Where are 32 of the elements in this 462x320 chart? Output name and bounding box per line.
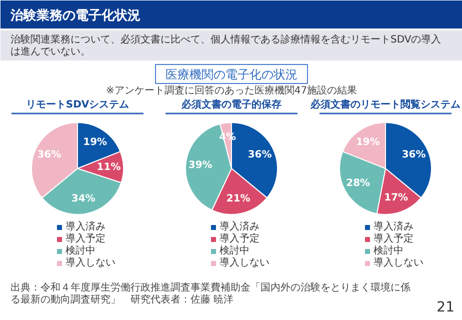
legend-label: 導入しない <box>220 256 270 268</box>
data-label: 39% <box>188 160 212 172</box>
data-label: 28% <box>346 178 370 190</box>
data-label: 36% <box>402 150 426 161</box>
legend-label: 導入済み <box>374 220 414 232</box>
legend-label: 導入予定 <box>66 232 106 244</box>
data-label: 11% <box>96 162 121 174</box>
legend-label: 導入しない <box>374 256 424 268</box>
chart-title: 必須文書のリモート閲覧システム <box>310 98 460 110</box>
chart-title: リモートSDVシステム <box>26 100 130 110</box>
data-label: 34% <box>71 194 96 205</box>
data-label: 21% <box>226 194 250 205</box>
legend-label: 検討中 <box>374 244 404 256</box>
legend-label: 検討中 <box>66 244 96 256</box>
legend-label: 導入済み <box>66 220 106 232</box>
legend-label: 導入予定 <box>374 232 414 244</box>
text: ※アンケート調査に回答のあった医療機関47施設の結果 <box>106 84 358 96</box>
text: 治験関連業務について、必須文書に比べて、個人情報である診療情報を含むリモートSDVの導入は進んでいない。 <box>10 34 442 58</box>
legend-label: 検討中 <box>220 244 250 256</box>
data-label: 17% <box>384 192 408 204</box>
text: 医療機関の電子化の状況 <box>166 68 298 82</box>
text: 21 <box>436 300 455 316</box>
data-label: 36% <box>37 150 62 161</box>
legend-label: 導入済み <box>220 220 260 232</box>
data-label: 36% <box>248 150 272 161</box>
data-label: 19% <box>356 137 380 148</box>
data-label: 19% <box>83 137 108 148</box>
source-note: 出典：令和４年度厚生労働行政推進調査事業費補助金「国内外の治験をとりまく環境に係る最新の動向調査研究」 研究代表者：佐藤 暁洋 <box>10 282 410 306</box>
legend-label: 導入しない <box>66 256 116 268</box>
chart-title: 必須文書の電子的保存 <box>180 98 282 110</box>
text: 治験業務の電子化状況 <box>10 8 140 24</box>
legend-label: 導入予定 <box>220 232 260 244</box>
